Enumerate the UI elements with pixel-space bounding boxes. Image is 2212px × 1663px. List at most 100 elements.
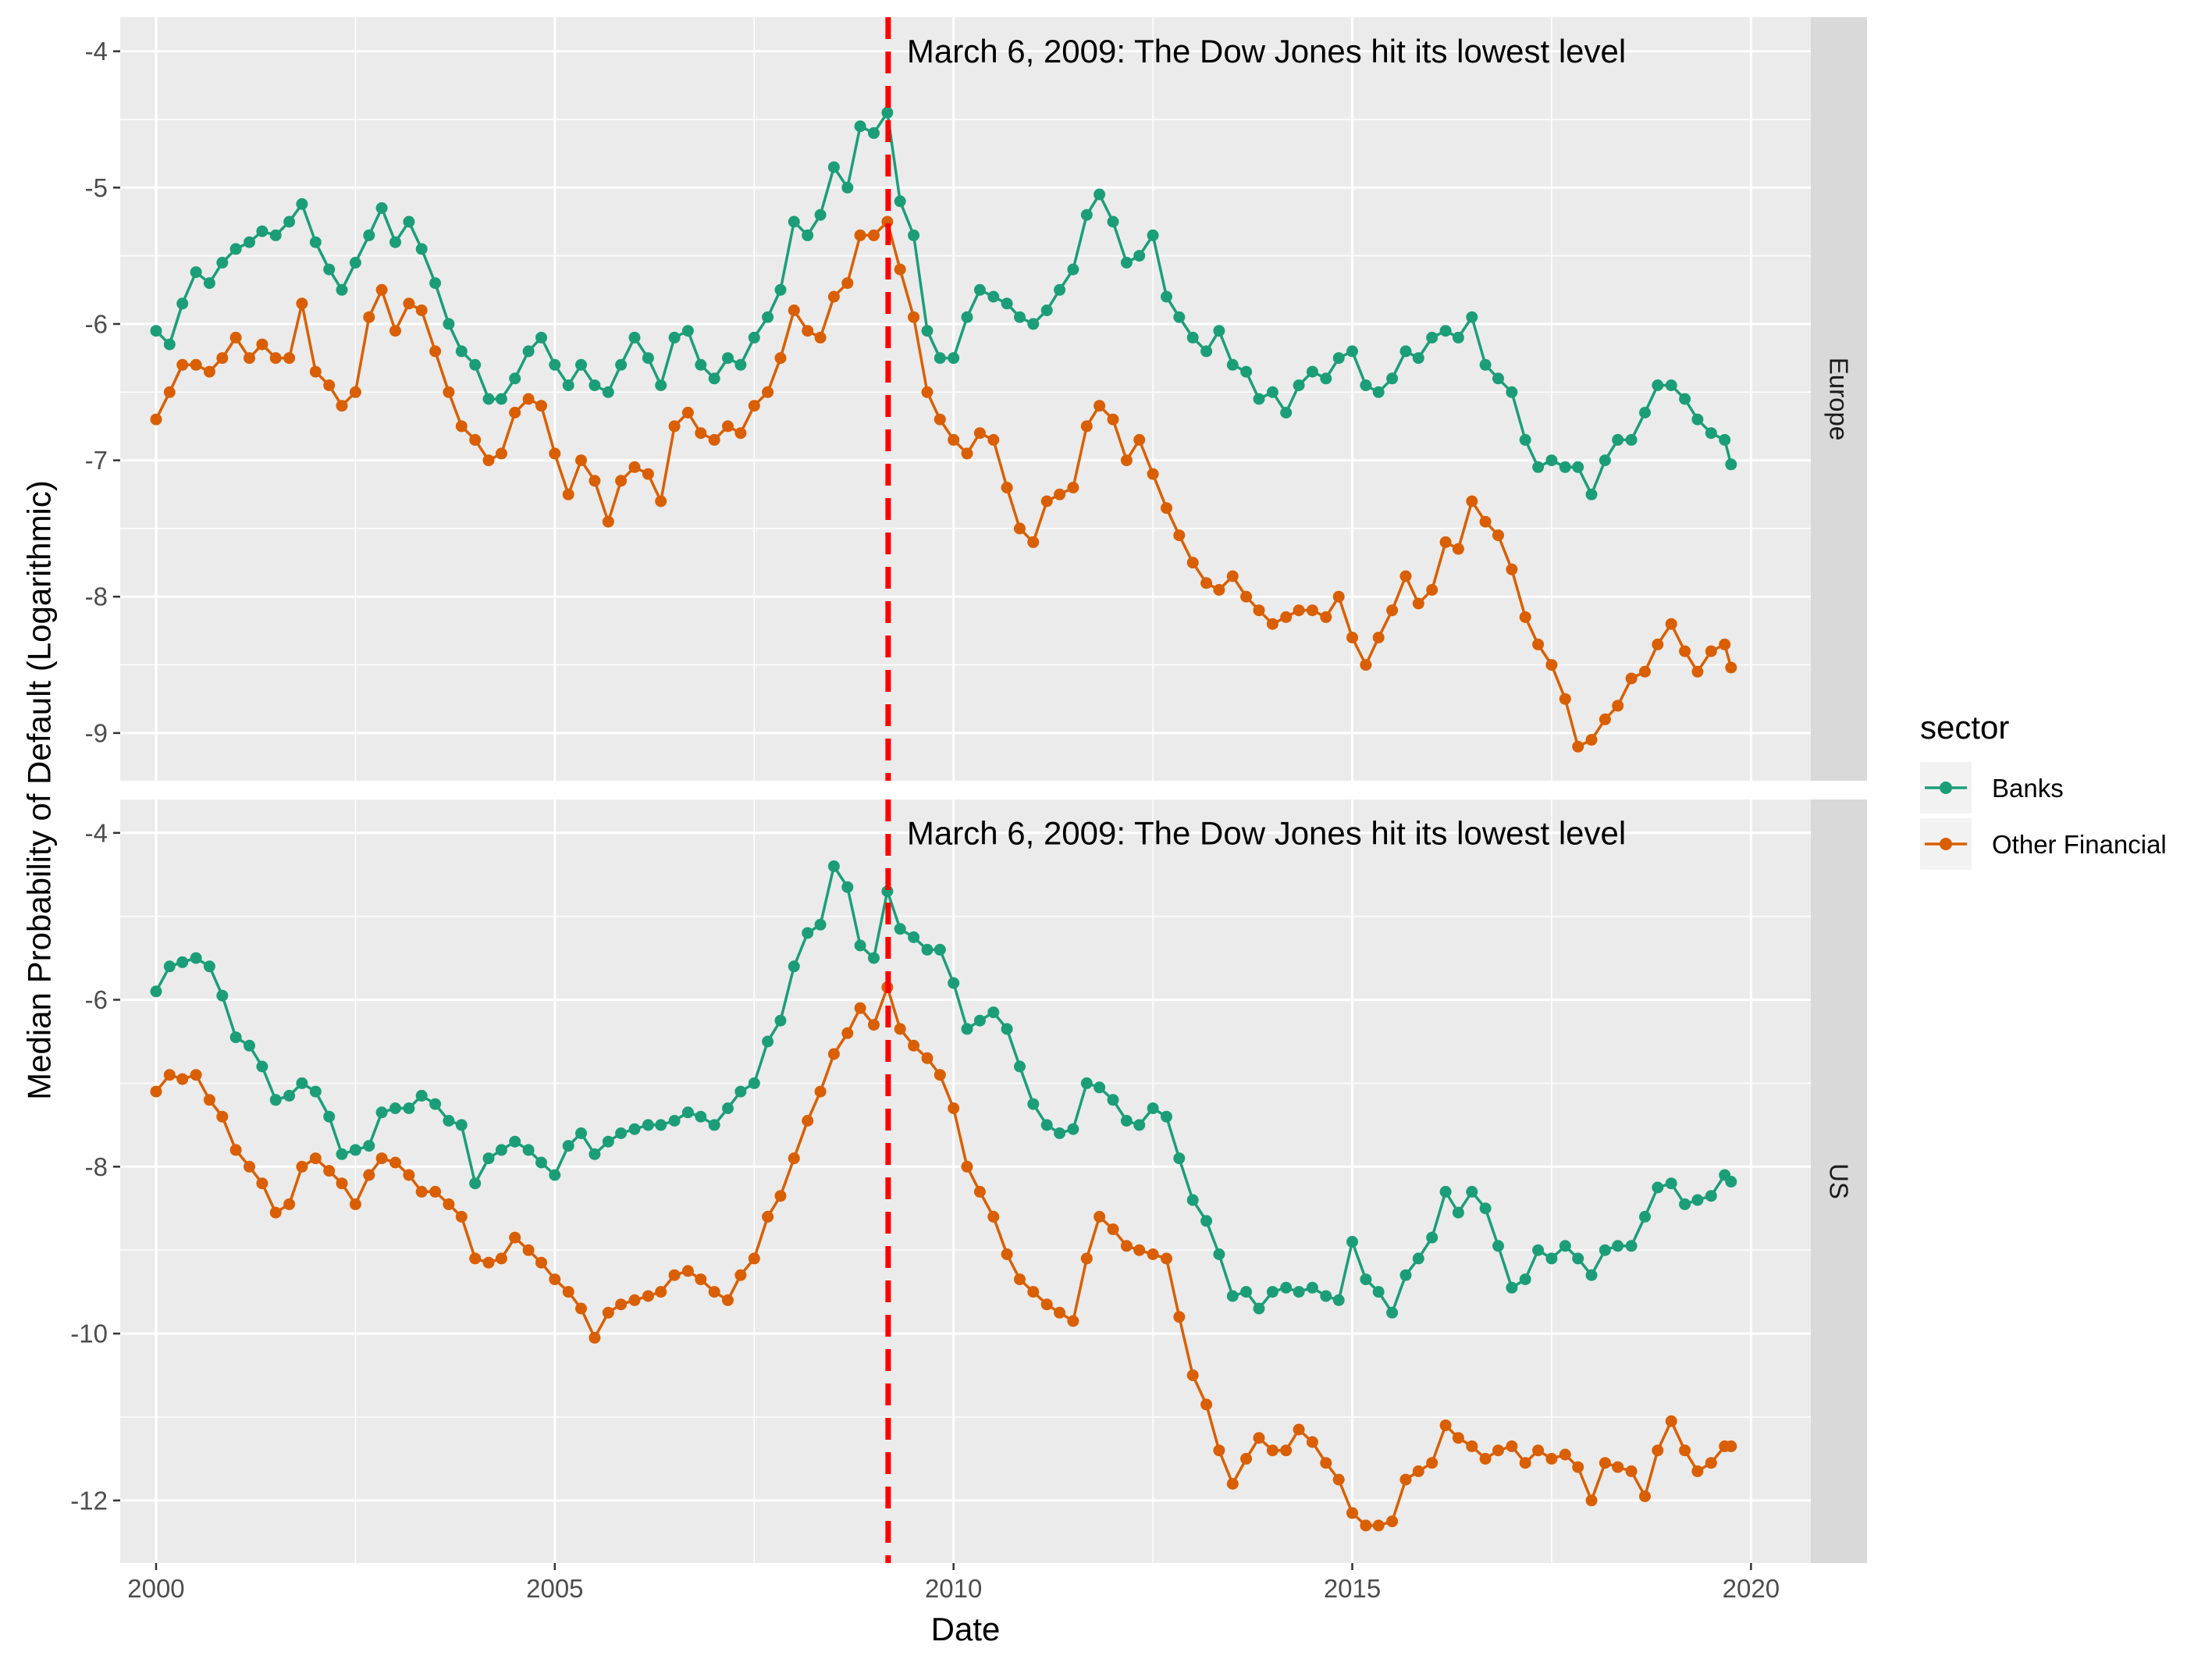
data-point-other-financial-us (734, 1269, 747, 1281)
data-point-banks-europe (283, 215, 296, 228)
data-point-banks-europe (1399, 345, 1412, 358)
data-point-banks-europe (748, 331, 760, 344)
data-point-other-financial-us (1280, 1444, 1293, 1457)
data-point-banks-europe (1001, 297, 1013, 310)
data-point-other-financial-europe (269, 352, 282, 365)
data-point-other-financial-europe (1173, 529, 1186, 542)
data-point-banks-europe (1240, 365, 1253, 378)
data-point-other-financial-europe (1559, 693, 1571, 705)
data-point-other-financial-us (602, 1306, 614, 1319)
strip-background-us (1811, 799, 1867, 1563)
data-point-other-financial-europe (363, 311, 375, 323)
data-point-banks-europe (1054, 283, 1066, 296)
data-point-banks-europe (190, 266, 202, 279)
data-point-other-financial-europe (1200, 577, 1213, 589)
data-point-other-financial-europe (615, 475, 628, 487)
data-point-banks-us (349, 1144, 361, 1156)
data-point-other-financial-us (1226, 1478, 1239, 1490)
data-point-banks-europe (642, 352, 654, 365)
data-point-banks-us (429, 1098, 442, 1110)
data-point-banks-europe (1545, 454, 1558, 467)
data-point-other-financial-europe (1665, 618, 1677, 630)
data-point-banks-us (1452, 1206, 1464, 1219)
data-point-other-financial-us (1094, 1210, 1106, 1223)
data-point-banks-europe (1293, 379, 1305, 391)
data-point-banks-us (1652, 1181, 1664, 1194)
data-point-banks-europe (1173, 311, 1186, 323)
data-point-banks-us (269, 1094, 282, 1106)
data-point-other-financial-europe (190, 358, 202, 371)
data-point-other-financial-us (973, 1185, 986, 1198)
data-point-other-financial-us (283, 1198, 296, 1210)
data-point-other-financial-us (681, 1265, 694, 1277)
y-tick-label-europe: -6 (85, 309, 108, 338)
data-point-banks-europe (881, 106, 894, 119)
data-point-banks-us (1332, 1294, 1345, 1306)
data-point-banks-europe (908, 229, 920, 241)
data-point-banks-europe (256, 225, 268, 237)
data-point-banks-us (681, 1106, 694, 1119)
x-tick-label: 2000 (127, 1574, 184, 1603)
data-point-other-financial-us (841, 1027, 854, 1039)
data-point-banks-us (482, 1152, 495, 1165)
data-point-banks-us (323, 1110, 336, 1123)
data-point-other-financial-us (575, 1302, 587, 1315)
data-point-other-financial-us (229, 1144, 242, 1156)
y-tick-label-us: -6 (85, 985, 108, 1014)
data-point-banks-us (921, 943, 934, 956)
data-point-other-financial-us (455, 1210, 468, 1223)
data-point-other-financial-us (244, 1160, 255, 1173)
data-point-banks-europe (269, 229, 282, 241)
data-point-other-financial-us (1332, 1473, 1345, 1486)
data-point-other-financial-europe (575, 454, 587, 467)
data-point-other-financial-europe (1639, 665, 1651, 678)
data-point-other-financial-europe (509, 407, 521, 418)
data-point-banks-us (655, 1119, 667, 1131)
data-point-banks-us (1080, 1077, 1093, 1089)
data-point-other-financial-europe (415, 304, 428, 316)
data-point-other-financial-europe (1452, 543, 1464, 555)
data-point-banks-us (1625, 1240, 1638, 1252)
data-point-other-financial-us (802, 1115, 814, 1127)
data-point-banks-us (722, 1102, 734, 1114)
data-point-banks-europe (229, 243, 242, 255)
data-point-other-financial-us (987, 1210, 1000, 1223)
data-point-banks-europe (443, 318, 455, 330)
data-point-other-financial-us (1625, 1465, 1638, 1477)
data-point-banks-europe (1439, 325, 1452, 337)
data-point-other-financial-europe (562, 488, 574, 500)
data-point-banks-europe (722, 352, 734, 365)
data-point-banks-us (1027, 1098, 1040, 1110)
data-point-other-financial-europe (1360, 659, 1372, 671)
data-point-banks-us (827, 860, 840, 872)
data-point-banks-europe (1679, 393, 1691, 405)
data-point-other-financial-us (1691, 1465, 1704, 1477)
data-point-banks-europe (841, 181, 854, 194)
data-point-banks-us (469, 1177, 482, 1190)
data-point-other-financial-europe (455, 420, 468, 433)
data-point-other-financial-us (934, 1069, 946, 1081)
data-point-other-financial-us (1439, 1419, 1452, 1432)
data-point-other-financial-europe (522, 393, 535, 405)
data-point-banks-us (1506, 1281, 1518, 1294)
data-point-banks-us (1559, 1240, 1571, 1252)
data-point-other-financial-us (894, 1023, 906, 1035)
data-point-other-financial-us (1320, 1457, 1332, 1469)
data-point-other-financial-europe (375, 283, 388, 296)
y-tick-label-europe: -9 (85, 718, 108, 747)
data-point-banks-us (1320, 1290, 1332, 1302)
data-point-other-financial-europe (1332, 590, 1345, 603)
data-point-other-financial-us (1014, 1273, 1026, 1286)
legend-key-point-banks (1940, 782, 1952, 794)
data-point-other-financial-us (948, 1102, 960, 1114)
data-point-other-financial-europe (1412, 597, 1424, 610)
data-point-other-financial-europe (1519, 611, 1531, 623)
data-point-other-financial-us (1559, 1448, 1571, 1461)
data-point-banks-us (403, 1102, 415, 1114)
data-point-other-financial-us (1067, 1315, 1079, 1327)
data-point-banks-us (1094, 1081, 1106, 1094)
data-point-other-financial-europe (283, 352, 296, 365)
data-point-banks-europe (244, 236, 255, 248)
grid-layer (120, 17, 1811, 1563)
data-point-other-financial-us (535, 1256, 547, 1269)
